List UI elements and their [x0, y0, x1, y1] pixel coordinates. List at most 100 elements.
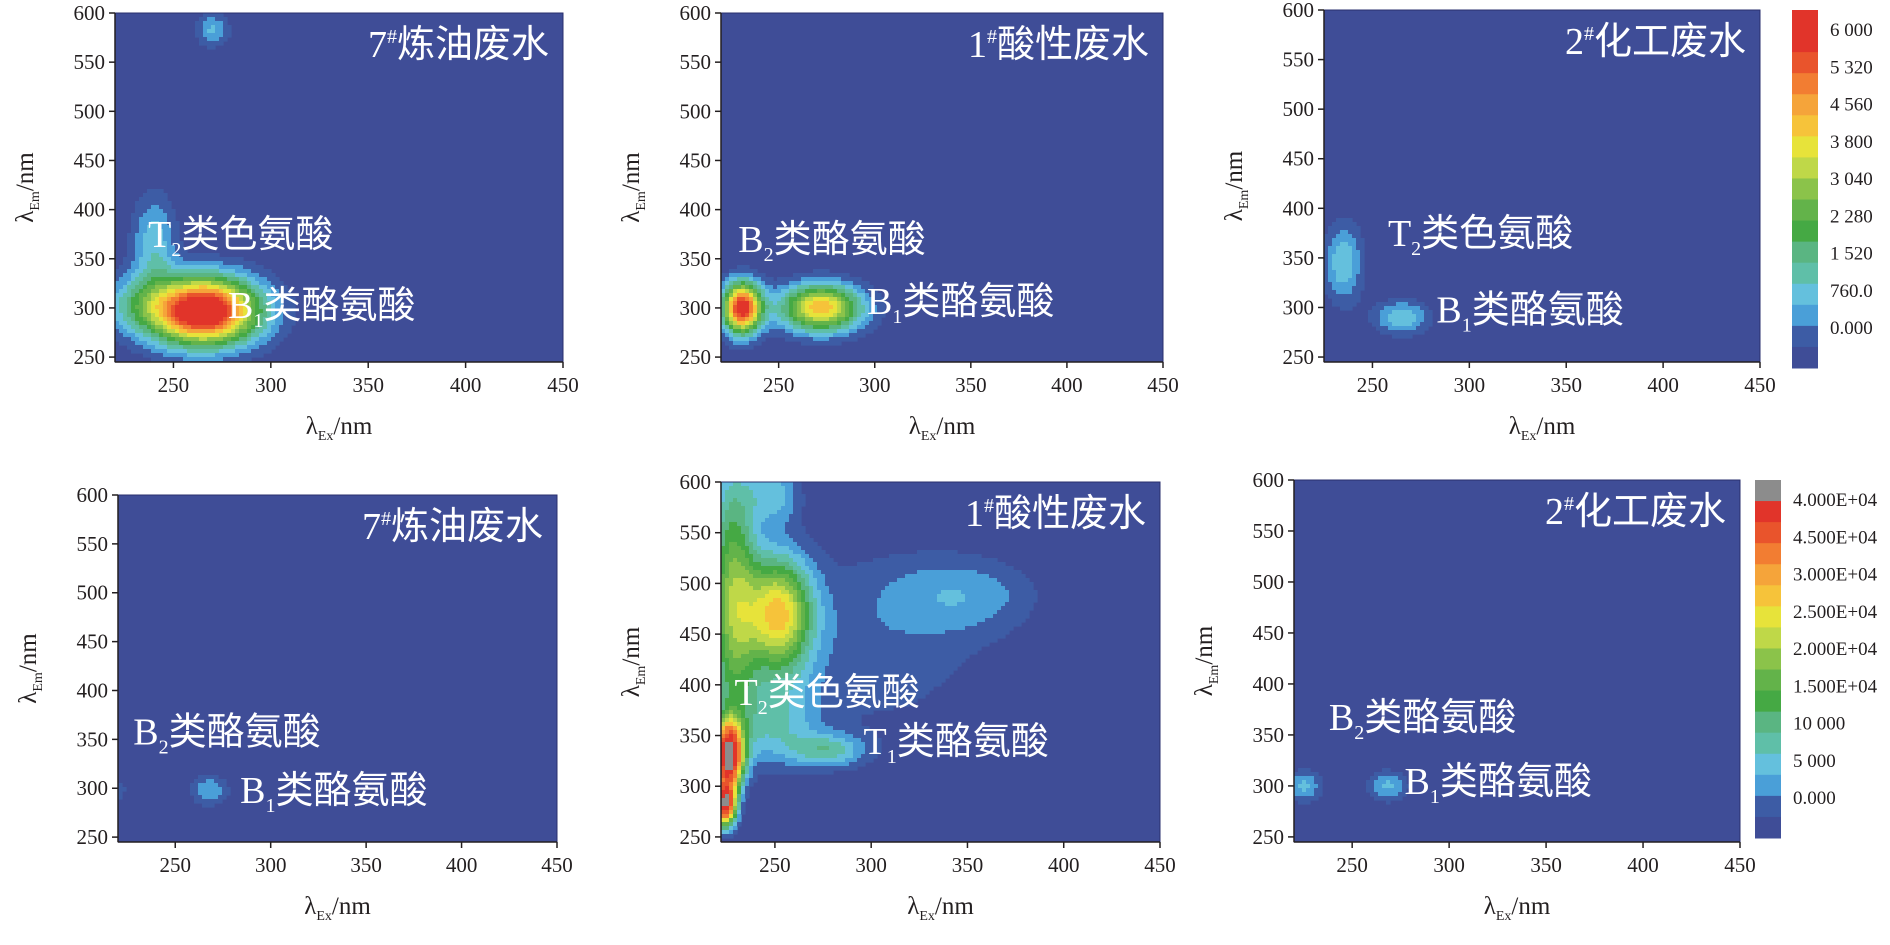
y-axis-label: λEm/nm: [15, 633, 46, 704]
colorbar-1: 6 000 5 320 4 560 3 800 3 040 2 280 1 520 760.0…: [1792, 10, 1873, 369]
y-tick-label: 350: [680, 724, 712, 748]
x-tick-label: 450: [541, 853, 573, 877]
colorbar-label: 6 000: [1830, 20, 1873, 41]
y-tick-label: 500: [77, 581, 109, 605]
colorbar-segment: [1755, 585, 1781, 607]
colorbar-segment: [1792, 262, 1818, 285]
x-axis-label: λEx/nm: [1509, 413, 1576, 444]
peak-annotation: T2类色氨酸: [734, 672, 919, 719]
x-tick-label: 250: [1336, 853, 1368, 877]
heatmap-field: [1294, 480, 1740, 842]
x-tick-label: 400: [446, 853, 478, 877]
colorbar-label: 4 560: [1830, 95, 1873, 116]
y-tick-label: 250: [74, 345, 106, 369]
colorbar-label: 5 000: [1793, 751, 1836, 772]
x-tick-label: 250: [759, 853, 791, 877]
peak-annotation: T1类酪氨酸: [863, 721, 1048, 768]
x-tick-label: 450: [1724, 853, 1756, 877]
peak-annotation: B1类酪氨酸: [1436, 289, 1623, 336]
y-tick-label: 550: [1283, 48, 1315, 72]
y-tick-label: 300: [680, 296, 712, 320]
colorbar-segment: [1755, 627, 1781, 649]
eem-panel-2: 250 300 350 400 450 500 550 600 250 300 350 400 450 λ…: [618, 1, 1179, 444]
y-tick-label: 550: [680, 521, 712, 545]
y-tick-label: 350: [77, 727, 109, 751]
y-tick-label: 400: [1283, 196, 1315, 220]
panel-title: 7#炼油废水: [362, 506, 543, 548]
y-tick-label: 300: [74, 296, 106, 320]
colorbar-segment: [1755, 795, 1781, 818]
y-tick-label: 450: [680, 622, 712, 646]
colorbar-label: 2.000E+04: [1793, 639, 1878, 660]
y-tick-label: 300: [1283, 295, 1315, 319]
y-tick-label: 500: [680, 571, 712, 595]
x-axis-label: λEx/nm: [304, 893, 371, 924]
x-tick-label: 300: [855, 853, 887, 877]
x-tick-label: 400: [1627, 853, 1659, 877]
panel-title: 2#化工废水: [1545, 491, 1726, 533]
x-tick-label: 350: [350, 853, 382, 877]
y-axis-label: λEm/nm: [1221, 150, 1252, 221]
colorbar-label: 1.500E+04: [1793, 676, 1878, 697]
colorbar-label: 2.500E+04: [1793, 602, 1878, 623]
heatmap-field: [115, 13, 563, 362]
colorbar-segment: [1792, 94, 1818, 116]
eem-panel-5: 250 300 350 400 450 500 550 600 250 300 350 400 450 λ…: [618, 470, 1176, 924]
colorbar-segment: [1755, 480, 1781, 502]
x-tick-label: 450: [1744, 373, 1776, 397]
colorbar-label: 2 280: [1830, 206, 1873, 227]
panel-title: 1#酸性废水: [965, 493, 1146, 535]
colorbar-label: 0.000: [1830, 318, 1873, 339]
x-tick-label: 250: [160, 853, 192, 877]
colorbar-segment: [1792, 346, 1818, 369]
y-tick-label: 450: [77, 630, 109, 654]
x-tick-label: 450: [547, 373, 579, 397]
colorbar-segment: [1792, 304, 1818, 327]
peak-annotation: B1类酪氨酸: [240, 770, 427, 817]
panel-title: 1#酸性废水: [968, 24, 1149, 66]
y-tick-label: 500: [1283, 97, 1315, 121]
eem-panel-1: 250 300 350 400 450 500 550 600 250 300 350 400 450 λ…: [12, 1, 579, 444]
peak-annotation: B2类酪氨酸: [738, 219, 925, 266]
colorbar-label: 3.000E+04: [1793, 565, 1878, 586]
colorbar-label: 1 520: [1830, 244, 1873, 265]
y-tick-label: 250: [680, 825, 712, 849]
y-axis-label: λEm/nm: [1191, 625, 1222, 696]
y-tick-label: 550: [680, 50, 712, 74]
y-tick-label: 450: [680, 148, 712, 172]
x-tick-label: 350: [1550, 373, 1582, 397]
x-tick-label: 250: [1357, 373, 1389, 397]
peak-annotation: T2类色氨酸: [148, 214, 333, 261]
y-tick-label: 400: [680, 673, 712, 697]
x-tick-label: 350: [1530, 853, 1562, 877]
colorbar-segment: [1792, 73, 1818, 95]
x-tick-label: 350: [952, 853, 984, 877]
panel-title: 7#炼油废水: [368, 24, 549, 66]
colorbar-segment: [1755, 501, 1781, 523]
peak-annotation: B2类酪氨酸: [133, 711, 320, 758]
panels: 250 300 350 400 450 500 550 600 250 300 350 400 450 λ…: [12, 0, 1776, 924]
colorbars: 6 000 5 320 4 560 3 800 3 040 2 280 1 520 760.0…: [1755, 10, 1878, 839]
y-tick-label: 600: [77, 483, 109, 507]
colorbar-segment: [1755, 732, 1781, 755]
peak-annotation: B1类酪氨酸: [1405, 761, 1592, 808]
y-tick-label: 450: [74, 148, 106, 172]
x-tick-label: 300: [1454, 373, 1486, 397]
peak-annotation: T2类色氨酸: [1388, 213, 1573, 260]
y-tick-label: 500: [74, 99, 106, 123]
colorbar-segment: [1792, 52, 1818, 74]
colorbar-segment: [1755, 543, 1781, 565]
colorbar-segment: [1755, 690, 1781, 713]
x-tick-label: 450: [1147, 373, 1179, 397]
y-tick-label: 450: [1283, 147, 1315, 171]
y-axis-label: λEm/nm: [618, 626, 649, 697]
colorbar-segment: [1792, 10, 1818, 32]
colorbar-2: 4.000E+04 4.500E+04 3.000E+04 2.500E+04 2.00…: [1755, 480, 1878, 839]
y-tick-label: 250: [1253, 825, 1285, 849]
y-tick-label: 250: [1283, 345, 1315, 369]
x-tick-label: 400: [1048, 853, 1080, 877]
y-tick-label: 250: [680, 345, 712, 369]
colorbar-segment: [1792, 157, 1818, 179]
y-tick-label: 600: [1253, 468, 1285, 492]
x-axis-label: λEx/nm: [907, 893, 974, 924]
